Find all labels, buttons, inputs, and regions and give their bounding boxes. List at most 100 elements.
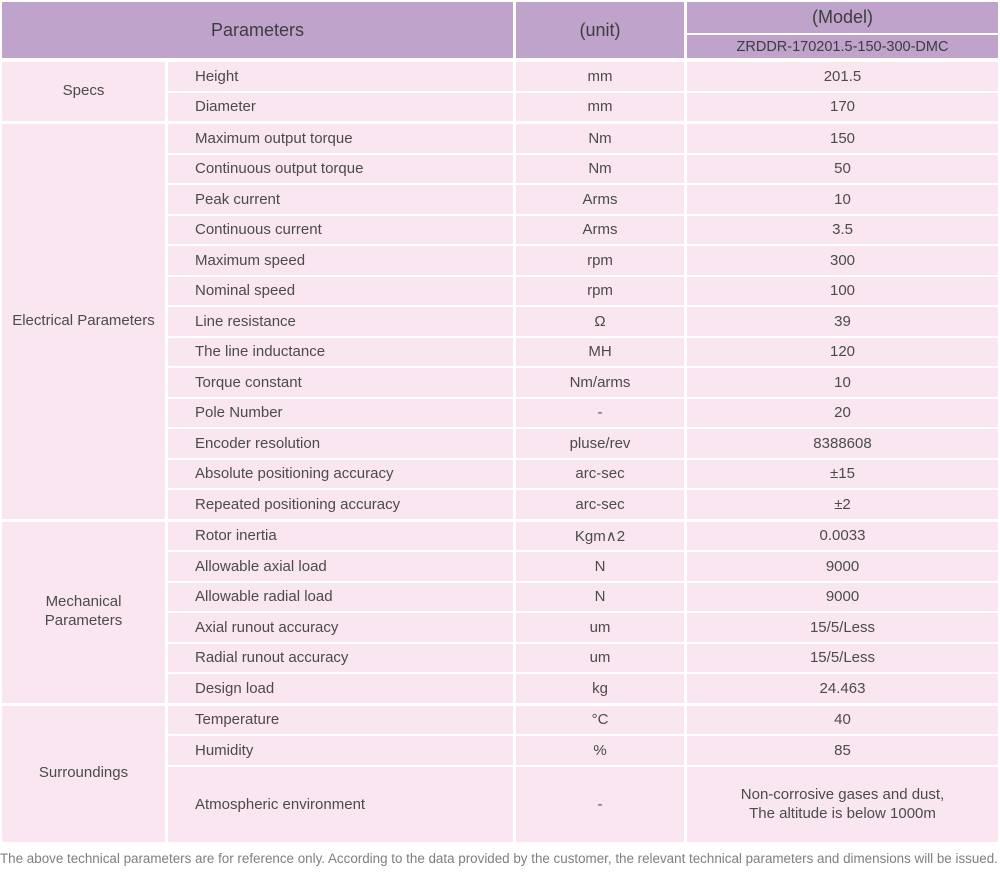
unit-cell: rpm bbox=[516, 276, 684, 305]
table-row: Atmospheric environment - Non-corrosive ga… bbox=[168, 766, 998, 842]
table-row: Allowable radial load N 9000 bbox=[168, 582, 998, 611]
header-model: (Model) ZRDDR-170201.5-150-300-DMC bbox=[687, 2, 998, 58]
value-cell: 150 bbox=[687, 124, 998, 153]
parameter-name-cell: Peak current bbox=[168, 185, 513, 214]
table-row: Nominal speed rpm 100 bbox=[168, 276, 998, 305]
value-cell: 15/5/Less bbox=[687, 613, 998, 642]
table-row: Encoder resolution pluse/rev 8388608 bbox=[168, 429, 998, 458]
parameter-name-cell: Continuous current bbox=[168, 215, 513, 244]
unit-cell: MH bbox=[516, 337, 684, 366]
parameter-name-cell: Pole Number bbox=[168, 398, 513, 427]
value-cell: 50 bbox=[687, 154, 998, 183]
unit-cell: Nm bbox=[516, 154, 684, 183]
unit-cell: - bbox=[516, 766, 684, 842]
spec-table: Parameters (unit) (Model) ZRDDR-170201.5… bbox=[2, 2, 998, 842]
value-cell: ±15 bbox=[687, 459, 998, 488]
parameter-name-cell: Design load bbox=[168, 674, 513, 703]
table-row: Torque constant Nm/arms 10 bbox=[168, 368, 998, 397]
table-row: Absolute positioning accuracy arc-sec ±15 bbox=[168, 459, 998, 488]
parameter-name-cell: Line resistance bbox=[168, 307, 513, 336]
table-row: Line resistance Ω 39 bbox=[168, 307, 998, 336]
unit-cell: - bbox=[516, 398, 684, 427]
section-rows: Height mm 201.5 Diameter mm 170 bbox=[168, 62, 998, 121]
parameter-name-cell: Encoder resolution bbox=[168, 429, 513, 458]
parameter-name-cell: Diameter bbox=[168, 92, 513, 121]
parameter-name-cell: Nominal speed bbox=[168, 276, 513, 305]
category-cell: Specs bbox=[2, 62, 165, 121]
value-cell: 40 bbox=[687, 705, 998, 734]
value-cell: 201.5 bbox=[687, 62, 998, 91]
table-row: Humidity% 85 bbox=[168, 736, 998, 765]
unit-cell: N bbox=[516, 582, 684, 611]
table-row: Rotor inertia Kgm∧2 0.0033 bbox=[168, 521, 998, 550]
table-row: Radial runout accuracy um 15/5/Less bbox=[168, 643, 998, 672]
value-cell: 10 bbox=[687, 368, 998, 397]
value-cell: 39 bbox=[687, 307, 998, 336]
header-parameters: Parameters bbox=[2, 2, 513, 58]
unit-cell: mm bbox=[516, 92, 684, 121]
category-cell: Mechanical Parameters bbox=[2, 521, 165, 703]
table-row: Repeated positioning accuracy arc-sec ±2 bbox=[168, 490, 998, 519]
table-row: Temperature °C 40 bbox=[168, 705, 998, 734]
table-row: Allowable axial load N 9000 bbox=[168, 552, 998, 581]
parameter-name-cell: Repeated positioning accuracy bbox=[168, 490, 513, 519]
parameter-name-cell: Atmospheric environment bbox=[168, 766, 513, 842]
parameter-name-cell: Torque constant bbox=[168, 368, 513, 397]
value-cell: 8388608 bbox=[687, 429, 998, 458]
value-cell: ±2 bbox=[687, 490, 998, 519]
parameter-name-cell: Absolute positioning accuracy bbox=[168, 459, 513, 488]
table-body: Specs Height mm 201.5 Diameter mm 170 Electrica… bbox=[2, 62, 998, 842]
unit-cell: Ω bbox=[516, 307, 684, 336]
value-cell: 0.0033 bbox=[687, 521, 998, 550]
footer-note: The above technical parameters are for r… bbox=[0, 851, 998, 866]
value-cell: 85 bbox=[687, 736, 998, 765]
parameter-name-cell: Axial runout accuracy bbox=[168, 613, 513, 642]
unit-cell: Arms bbox=[516, 185, 684, 214]
value-cell: 9000 bbox=[687, 582, 998, 611]
header-model-value: ZRDDR-170201.5-150-300-DMC bbox=[687, 35, 998, 58]
table-row: Maximum output torque Nm 150 bbox=[168, 124, 998, 153]
category-cell: Electrical Parameters bbox=[2, 124, 165, 519]
parameter-name-cell: The line inductance bbox=[168, 337, 513, 366]
category-cell: Surroundings bbox=[2, 705, 165, 842]
table-section: Electrical Parameters Maximum output torq… bbox=[2, 124, 998, 519]
value-cell: 120 bbox=[687, 337, 998, 366]
value-cell: 9000 bbox=[687, 552, 998, 581]
parameter-name-cell: Maximum speed bbox=[168, 246, 513, 275]
unit-cell: Nm bbox=[516, 124, 684, 153]
unit-cell: Nm/arms bbox=[516, 368, 684, 397]
table-row: Peak current Arms 10 bbox=[168, 185, 998, 214]
table-row: Height mm 201.5 bbox=[168, 62, 998, 91]
parameter-name-cell: Rotor inertia bbox=[168, 521, 513, 550]
table-row: Design load kg 24.463 bbox=[168, 674, 998, 703]
unit-cell: mm bbox=[516, 62, 684, 91]
parameter-name-cell: Continuous output torque bbox=[168, 154, 513, 183]
table-row: Continuous current Arms 3.5 bbox=[168, 215, 998, 244]
value-cell: 100 bbox=[687, 276, 998, 305]
table-section: Surroundings Temperature °C 40 Humidity% 85 At… bbox=[2, 705, 998, 842]
section-rows: Rotor inertia Kgm∧2 0.0033 Allowable axial … bbox=[168, 521, 998, 703]
header-unit: (unit) bbox=[516, 2, 684, 58]
parameter-name-cell: Radial runout accuracy bbox=[168, 643, 513, 672]
value-cell: 3.5 bbox=[687, 215, 998, 244]
table-row: Maximum speed rpm 300 bbox=[168, 246, 998, 275]
value-cell: 10 bbox=[687, 185, 998, 214]
unit-cell: Kgm∧2 bbox=[516, 521, 684, 550]
table-row: Axial runout accuracy um 15/5/Less bbox=[168, 613, 998, 642]
table-row: The line inductance MH 120 bbox=[168, 337, 998, 366]
table-section: Specs Height mm 201.5 Diameter mm 170 bbox=[2, 62, 998, 121]
unit-cell: kg bbox=[516, 674, 684, 703]
parameter-name-cell: Maximum output torque bbox=[168, 124, 513, 153]
header-model-label: (Model) bbox=[687, 2, 998, 33]
value-cell: 15/5/Less bbox=[687, 643, 998, 672]
table-header: Parameters (unit) (Model) ZRDDR-170201.5… bbox=[2, 2, 998, 58]
section-rows: Temperature °C 40 Humidity% 85 Atmospheric en… bbox=[168, 705, 998, 842]
parameter-name-cell: Height bbox=[168, 62, 513, 91]
unit-cell: arc-sec bbox=[516, 490, 684, 519]
unit-cell: um bbox=[516, 643, 684, 672]
parameter-name-cell: Allowable axial load bbox=[168, 552, 513, 581]
unit-cell: pluse/rev bbox=[516, 429, 684, 458]
unit-cell: % bbox=[516, 736, 684, 765]
value-cell: Non-corrosive gases and dust, The altitu… bbox=[687, 766, 998, 842]
table-section: Mechanical Parameters Rotor inertia Kgm∧2 0… bbox=[2, 521, 998, 703]
